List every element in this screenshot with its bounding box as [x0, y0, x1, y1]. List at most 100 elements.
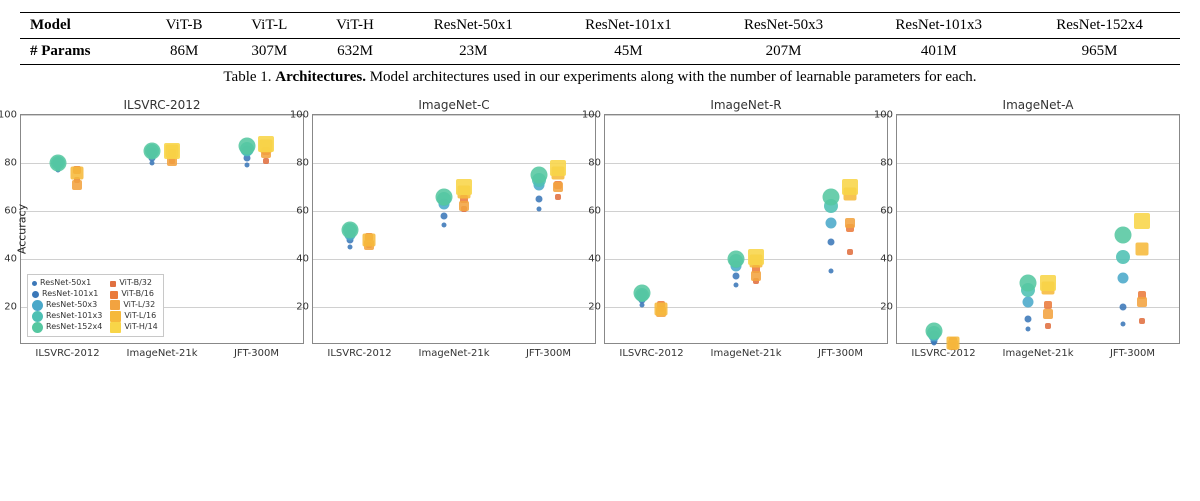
data-marker	[456, 179, 472, 195]
plot-area: 20406080100AccuracyILSVRC-2012ImageNet-2…	[20, 114, 304, 344]
chart-panel: ImageNet-C20406080100ILSVRC-2012ImageNet…	[312, 98, 596, 362]
gridline	[605, 211, 887, 212]
gridline	[21, 259, 303, 260]
y-tick-label: 20	[588, 302, 601, 313]
data-marker	[947, 337, 960, 350]
data-marker	[751, 271, 761, 281]
table-row: # Params 86M 307M 632M 23M 45M 207M 401M…	[20, 39, 1180, 65]
caption-prefix: Table 1.	[223, 69, 275, 85]
data-marker	[244, 163, 249, 168]
data-marker	[363, 233, 376, 246]
data-marker	[822, 188, 839, 205]
data-marker	[72, 180, 82, 190]
legend-label: ResNet-152x4	[46, 322, 102, 333]
data-marker	[1023, 297, 1034, 308]
x-tick-label: ImageNet-21k	[1003, 348, 1074, 359]
y-tick-label: 40	[296, 254, 309, 265]
circle-swatch-icon	[32, 300, 43, 311]
row-label: # Params	[20, 39, 141, 65]
data-marker	[1045, 323, 1051, 329]
header-cell: ResNet-50x3	[709, 13, 859, 39]
data-marker	[733, 272, 740, 279]
y-tick-label: 40	[4, 254, 17, 265]
y-axis-label: Accuracy	[16, 204, 29, 254]
caption-bold: Architectures.	[275, 69, 366, 85]
data-marker	[1134, 213, 1150, 229]
legend-label: ResNet-101x3	[46, 311, 102, 322]
data-marker	[734, 283, 739, 288]
y-tick-label: 80	[880, 158, 893, 169]
x-tick-label: ImageNet-21k	[127, 348, 198, 359]
plot-area: 20406080100ILSVRC-2012ImageNet-21kJFT-30…	[896, 114, 1180, 344]
data-marker	[144, 143, 161, 160]
circle-swatch-icon	[32, 311, 43, 322]
square-swatch-icon	[110, 300, 120, 310]
data-marker	[1120, 321, 1125, 326]
legend-item: ResNet-152x4	[32, 322, 102, 333]
legend: ResNet-50x1ResNet-101x1ResNet-50x3ResNet…	[27, 274, 164, 337]
cell: 632M	[312, 39, 399, 65]
charts-row: ILSVRC-2012 20406080100AccuracyILSVRC-201…	[20, 98, 1180, 362]
x-tick-label: ImageNet-21k	[711, 348, 782, 359]
data-marker	[555, 194, 561, 200]
cell: 86M	[141, 39, 227, 65]
plot-area: 20406080100ILSVRC-2012ImageNet-21kJFT-30…	[312, 114, 596, 344]
data-marker	[1136, 243, 1149, 256]
gridline	[605, 259, 887, 260]
table-caption: Table 1. Architectures. Model architectu…	[20, 69, 1180, 86]
cell: 207M	[709, 39, 859, 65]
x-tick-label: JFT-300M	[1110, 348, 1155, 359]
data-marker	[1117, 273, 1128, 284]
y-tick-label: 40	[880, 254, 893, 265]
data-marker	[827, 239, 834, 246]
y-tick-label: 100	[0, 110, 17, 121]
chart-panel: ILSVRC-2012 20406080100AccuracyILSVRC-201…	[20, 98, 304, 362]
data-marker	[1119, 304, 1126, 311]
data-marker	[536, 206, 541, 211]
data-marker	[442, 223, 447, 228]
gridline	[21, 211, 303, 212]
legend-label: ResNet-50x3	[46, 300, 97, 311]
data-marker	[748, 249, 764, 265]
y-tick-label: 20	[4, 302, 17, 313]
chart-panel: ImageNet-A 20406080100ILSVRC-2012ImageNet…	[896, 98, 1180, 362]
data-marker	[1025, 316, 1032, 323]
gridline	[605, 115, 887, 116]
header-cell: ResNet-101x3	[858, 13, 1019, 39]
cell: 401M	[858, 39, 1019, 65]
data-marker	[1137, 297, 1147, 307]
architectures-table: Model ViT-B ViT-L ViT-H ResNet-50x1 ResN…	[20, 12, 1180, 65]
x-tick-label: ILSVRC-2012	[911, 348, 975, 359]
legend-label: ResNet-101x1	[42, 289, 98, 300]
circle-swatch-icon	[32, 281, 37, 286]
data-marker	[347, 245, 352, 250]
gridline	[313, 259, 595, 260]
gridline	[313, 307, 595, 308]
data-marker	[842, 179, 858, 195]
y-tick-label: 60	[588, 206, 601, 217]
legend-item: ResNet-50x3	[32, 300, 102, 311]
square-swatch-icon	[110, 322, 121, 333]
legend-item: ViT-L/32	[110, 300, 157, 311]
panel-title: ImageNet-A	[896, 98, 1180, 112]
data-marker	[828, 269, 833, 274]
y-tick-label: 40	[588, 254, 601, 265]
gridline	[313, 115, 595, 116]
cell: 307M	[227, 39, 312, 65]
x-tick-label: JFT-300M	[526, 348, 571, 359]
data-marker	[164, 143, 180, 159]
square-swatch-icon	[110, 311, 121, 322]
data-marker	[655, 303, 668, 316]
y-tick-label: 60	[296, 206, 309, 217]
legend-item: ResNet-101x1	[32, 289, 102, 300]
data-marker	[530, 167, 547, 184]
gridline	[313, 211, 595, 212]
circle-swatch-icon	[32, 291, 39, 298]
data-marker	[1116, 250, 1130, 264]
legend-label: ViT-B/32	[119, 278, 152, 289]
header-cell: ResNet-50x1	[399, 13, 549, 39]
header-cell: ViT-H	[312, 13, 399, 39]
legend-label: ViT-H/14	[124, 322, 157, 333]
x-tick-label: ILSVRC-2012	[35, 348, 99, 359]
data-marker	[1043, 309, 1053, 319]
